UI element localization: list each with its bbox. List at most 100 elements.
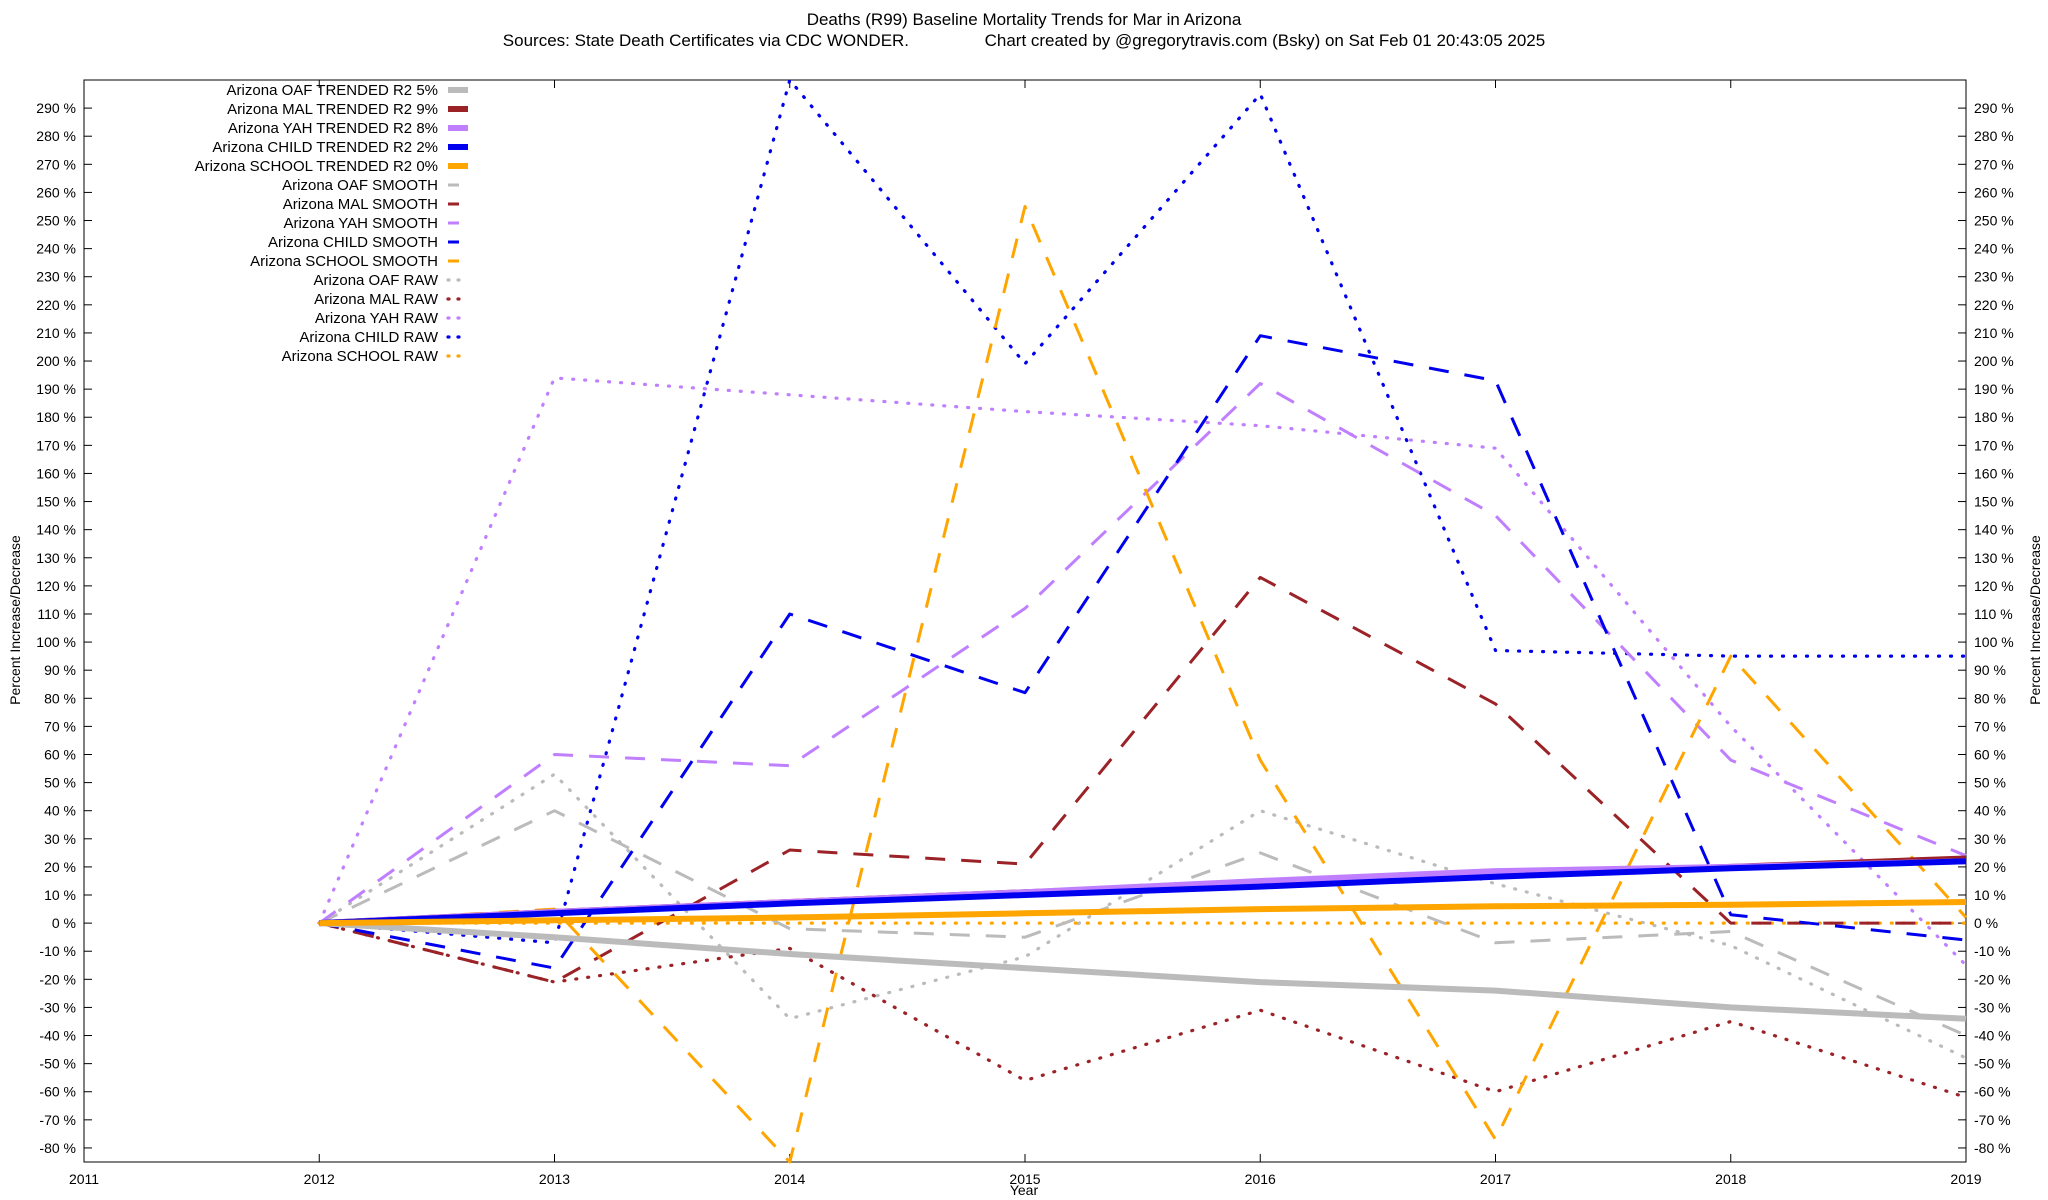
series-line-arizona-oaf-raw [317,772,1968,1060]
series-line-arizona-oaf-trended-r2-5 [319,920,1967,1022]
y-tick-label-right: 270 % [1974,156,2014,172]
x-axis-title: Year [1010,1182,1039,1198]
y-tick-label-right: 260 % [1974,184,2014,200]
legend-label: Arizona MAL TRENDED R2 9% [227,101,438,118]
y-tick-label: -10 % [39,943,76,959]
y-tick-label-right: 100 % [1974,634,2014,650]
y-tick-label-right: 160 % [1974,465,2014,481]
y-tick-label-right: 250 % [1974,213,2014,229]
y-axis-title-right: Percent Increase/Decrease [2027,535,2043,705]
legend-label: Arizona SCHOOL TRENDED R2 0% [195,158,438,175]
y-tick-label: 240 % [36,241,76,257]
y-tick-label-right: 230 % [1974,269,2014,285]
y-tick-label: 90 % [44,662,76,678]
y-tick-label: 100 % [36,634,76,650]
y-tick-label-right: 190 % [1974,381,2014,397]
y-tick-label: 270 % [36,156,76,172]
y-tick-label-right: 70 % [1974,718,2006,734]
y-tick-label-right: 90 % [1974,662,2006,678]
y-tick-label: 130 % [36,550,76,566]
y-tick-label: 50 % [44,775,76,791]
y-tick-label-right: -60 % [1974,1084,2011,1100]
legend-label: Arizona MAL SMOOTH [283,196,438,213]
y-tick-label-right: 240 % [1974,241,2014,257]
y-tick-label-right: 290 % [1974,100,2014,116]
x-tick-label: 2016 [1245,1171,1276,1187]
legend-label: Arizona MAL RAW [314,291,439,308]
y-tick-label-right: 200 % [1974,353,2014,369]
y-tick-label: 30 % [44,831,76,847]
y-tick-label: 260 % [36,184,76,200]
y-tick-label-right: 150 % [1974,494,2014,510]
y-tick-label-right: 110 % [1974,606,2013,622]
legend-label: Arizona OAF RAW [314,272,439,289]
x-tick-label: 2011 [69,1171,99,1187]
legend-label: Arizona OAF TRENDED R2 5% [227,82,438,99]
y-axis-left: -80 % -70 % -60 % -50 % -40 % -30 % -20 % -10 %… [36,100,92,1156]
legend-label: Arizona SCHOOL SMOOTH [250,253,438,270]
legend-label: Arizona CHILD SMOOTH [268,234,438,251]
y-tick-label-right: 170 % [1974,437,2014,453]
y-tick-label-right: -20 % [1974,971,2011,987]
y-tick-label: 20 % [44,859,76,875]
y-tick-label-right: -30 % [1974,999,2011,1015]
y-tick-label: 200 % [36,353,76,369]
y-tick-label-right: 20 % [1974,859,2006,875]
series-layer [317,78,1968,1164]
x-tick-label: 2017 [1480,1171,1511,1187]
y-tick-label: 190 % [36,381,76,397]
series-line-arizona-oaf-smooth [318,809,1967,1037]
chart-title: Deaths (R99) Baseline Mortality Trends f… [807,10,1242,29]
y-tick-label: 220 % [36,297,76,313]
y-tick-label-right: 50 % [1974,775,2006,791]
y-tick-label: 80 % [44,690,76,706]
y-tick-label: 110 % [37,606,76,622]
y-tick-label: 290 % [36,100,76,116]
legend-label: Arizona CHILD TRENDED R2 2% [212,139,438,156]
y-tick-label: -60 % [39,1084,76,1100]
y-tick-label: 210 % [36,325,76,341]
y-tick-label: 250 % [36,213,76,229]
x-tick-label: 2015 [1009,1171,1040,1187]
y-tick-label: 0 % [52,915,76,931]
y-tick-label-right: 220 % [1974,297,2014,313]
y-tick-label-right: -10 % [1974,943,2011,959]
series-line-arizona-school-trended-r2-0 [319,899,1967,927]
y-tick-label-right: 40 % [1974,803,2006,819]
y-tick-label-right: 140 % [1974,522,2014,538]
y-tick-label: 140 % [36,522,76,538]
y-tick-label-right: 180 % [1974,409,2014,425]
x-tick-label: 2014 [774,1171,805,1187]
y-tick-label: 150 % [36,494,76,510]
y-tick-label: 280 % [36,128,76,144]
y-tick-label: -30 % [39,999,76,1015]
legend-label: Arizona YAH SMOOTH [284,215,438,232]
legend: Arizona OAF TRENDED R2 5% Arizona MAL TRE… [195,82,470,365]
legend-label: Arizona YAH RAW [315,310,439,327]
y-tick-label: 120 % [36,578,76,594]
chart-subtitle: Sources: State Death Certificates via CD… [503,31,1545,50]
y-tick-label-right: 80 % [1974,690,2006,706]
x-tick-label: 2013 [539,1171,570,1187]
series-line-arizona-school-smooth [319,205,1968,1164]
y-axis-title-left: Percent Increase/Decrease [7,535,23,705]
x-tick-label: 2018 [1715,1171,1746,1187]
legend-label: Arizona OAF SMOOTH [282,177,438,194]
y-axis-right: -80 % -70 % -60 % -50 % -40 % -30 % -20 % -10 %… [1958,100,2014,1156]
legend-label: Arizona CHILD RAW [299,329,438,346]
y-tick-label: 60 % [44,746,76,762]
y-tick-label: 10 % [44,887,76,903]
y-tick-label: -20 % [39,971,76,987]
y-tick-label: -80 % [39,1140,76,1156]
series-line-arizona-child-smooth [319,334,1967,970]
y-tick-label-right: 0 % [1974,915,1998,931]
y-tick-label: 160 % [36,465,76,481]
x-tick-label: 2019 [1950,1171,1981,1187]
y-tick-label-right: -70 % [1974,1112,2011,1128]
y-tick-label-right: 60 % [1974,746,2006,762]
y-tick-label-right: -80 % [1974,1140,2011,1156]
series-line-arizona-child-raw [317,78,1968,945]
y-tick-label-right: 120 % [1974,578,2014,594]
y-tick-label-right: -40 % [1974,1028,2011,1044]
